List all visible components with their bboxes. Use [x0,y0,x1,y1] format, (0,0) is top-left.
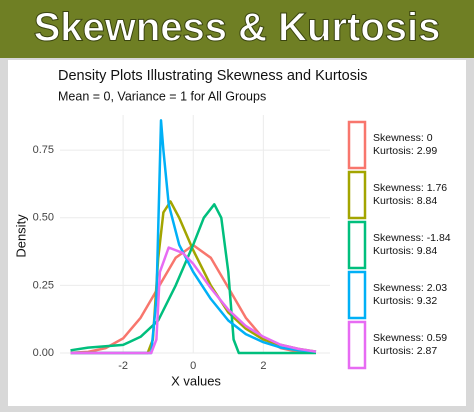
x-tick-label: 2 [260,360,266,372]
y-tick-label: 0.00 [33,347,54,359]
legend-label: Skewness: 2.03 [373,282,447,294]
legend-label: Kurtosis: 2.87 [373,345,437,357]
legend-label: Kurtosis: 8.84 [373,195,437,207]
legend-key [347,220,367,270]
banner-title: Skewness & Kurtosis [34,6,441,50]
y-tick-label: 0.50 [33,212,54,224]
legend-key [347,270,367,320]
legend-key [347,170,367,220]
density-line [70,119,317,355]
banner [0,0,474,58]
y-tick-label: 0.75 [33,144,54,156]
legend-label: Skewness: 0 [373,132,433,144]
legend-key [347,120,367,170]
y-tick-label: 0.25 [33,279,54,291]
legend-label: Kurtosis: 9.84 [373,245,437,257]
legend-label: Skewness: -1.84 [373,232,451,244]
legend-label: Skewness: 0.59 [373,332,447,344]
legend-label: Skewness: 1.76 [373,182,447,194]
x-axis-label: X values [171,373,221,388]
legend-label: Kurtosis: 2.99 [373,145,437,157]
x-tick-label: -2 [118,360,128,372]
x-tick-label: 0 [190,360,196,372]
density-line [70,246,317,355]
legend-key [347,320,367,370]
legend-label: Kurtosis: 9.32 [373,295,437,307]
y-axis-label: Density [13,214,28,258]
chart-title: Density Plots Illustrating Skewness and … [58,68,367,84]
density-line [70,203,316,355]
chart-subtitle: Mean = 0, Variance = 1 for All Groups [58,89,266,103]
